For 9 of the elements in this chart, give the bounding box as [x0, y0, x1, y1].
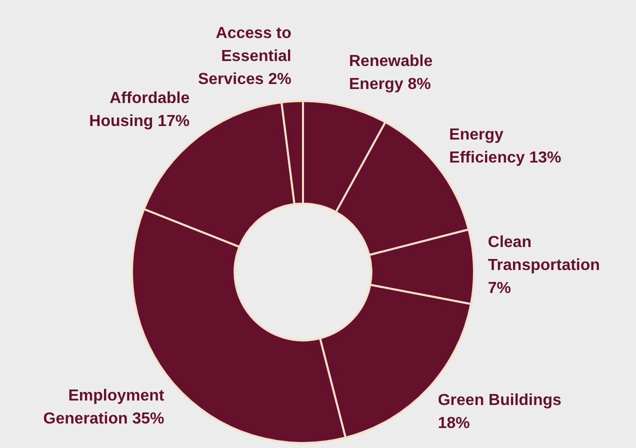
- slice-label: Affordable Housing 17%: [89, 90, 190, 130]
- slice-label: Access to Essential Services 2%: [198, 24, 292, 88]
- slice-label: Green Buildings: [438, 392, 562, 410]
- slice-label: Energy Efficiency 13%: [449, 126, 562, 166]
- data-label: 18%: [438, 415, 470, 432]
- slice-label: Renewable Energy 8%: [349, 53, 433, 94]
- slice-label: Employment Generation 35%: [43, 387, 165, 428]
- slice-label: Clean Transportation: [488, 234, 600, 274]
- data-label: 7%: [488, 280, 512, 297]
